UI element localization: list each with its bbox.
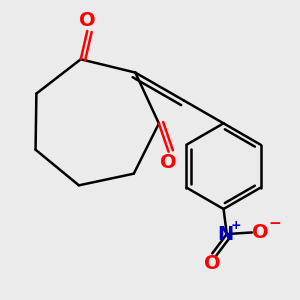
Text: N: N — [217, 225, 233, 244]
Text: −: − — [268, 216, 281, 231]
Text: O: O — [79, 11, 96, 30]
Text: O: O — [252, 223, 268, 242]
Text: O: O — [204, 254, 220, 274]
Text: O: O — [160, 153, 177, 172]
Text: +: + — [230, 219, 241, 232]
